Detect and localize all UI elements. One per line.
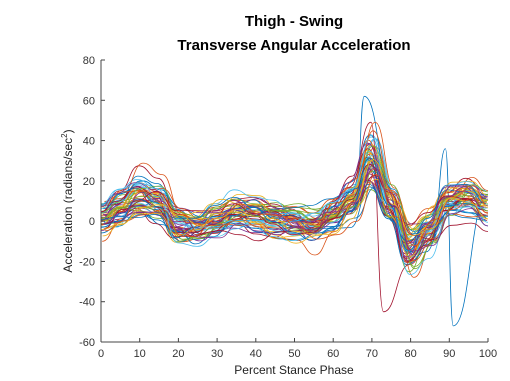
- series-line: [101, 163, 486, 236]
- y-tick-label: 0: [89, 216, 95, 228]
- x-tick-label: 60: [327, 348, 339, 360]
- series-line: [101, 145, 488, 233]
- series-line: [102, 159, 488, 244]
- chart-subtitle: Transverse Angular Acceleration: [177, 37, 410, 54]
- x-tick-label: 40: [250, 348, 262, 360]
- x-ticks: 0 10 20 30 40 50 60 70 80 90 100: [98, 338, 497, 360]
- y-tick-label: 60: [83, 95, 95, 107]
- series-line: [101, 183, 486, 242]
- y-tick-label: 20: [83, 176, 95, 188]
- y-tick-label: 80: [83, 55, 95, 67]
- series-line: [103, 167, 488, 252]
- series-line: [101, 160, 488, 258]
- y-tick-label: -20: [79, 256, 95, 268]
- y-axis-label-group: Acceleration (radians/sec2): [60, 129, 75, 272]
- chart-title: Thigh - Swing: [245, 13, 343, 30]
- x-tick-label: 70: [366, 348, 378, 360]
- y-axis-label-sup: 2: [60, 133, 69, 138]
- y-axis-label-main: Acceleration (radians/sec: [61, 138, 75, 273]
- y-tick-label: 40: [83, 136, 95, 148]
- x-tick-label: 10: [134, 348, 146, 360]
- y-axis-label-end: ): [61, 129, 75, 133]
- x-tick-label: 30: [211, 348, 223, 360]
- x-tick-label: 100: [479, 348, 497, 360]
- plot-area: [101, 95, 488, 327]
- x-tick-label: 50: [288, 348, 300, 360]
- series-line: [101, 159, 485, 265]
- series-line: [104, 121, 488, 261]
- x-axis-label: Percent Stance Phase: [234, 363, 354, 377]
- x-tick-label: 20: [172, 348, 184, 360]
- series-line: [105, 178, 488, 231]
- y-axis-label: Acceleration (radians/sec2): [60, 129, 75, 272]
- x-tick-label: 0: [98, 348, 104, 360]
- y-ticks: 80 60 40 20 0 -20 -40 -60: [79, 55, 105, 349]
- y-tick-label: -60: [79, 337, 95, 349]
- series-line: [101, 142, 484, 258]
- series-group: [101, 95, 488, 327]
- series-line: [103, 148, 488, 327]
- series-line: [104, 173, 488, 246]
- series-line: [101, 179, 484, 251]
- y-tick-label: -40: [79, 297, 95, 309]
- x-tick-label: 80: [404, 348, 416, 360]
- series-line: [101, 148, 485, 263]
- series-line: [101, 173, 486, 233]
- x-tick-label: 90: [443, 348, 455, 360]
